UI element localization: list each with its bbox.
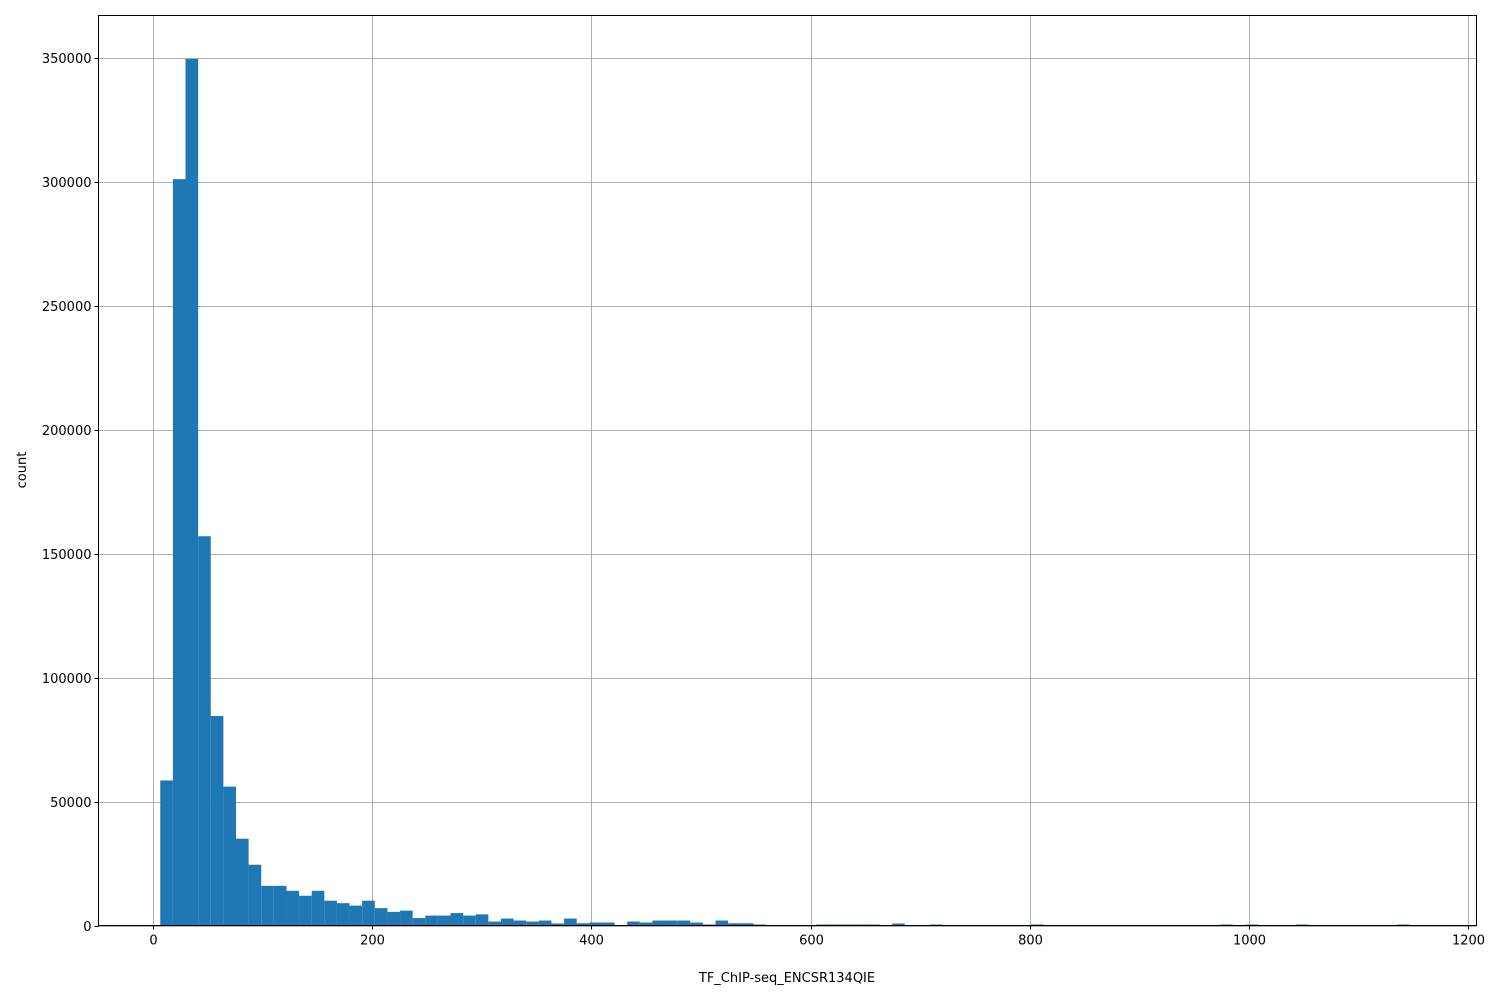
axes-frame: [98, 15, 1477, 926]
ticks: 0 200 400 600 800 1000 1200 0 50000 100000 150000 2…: [42, 52, 1485, 949]
histogram-bar: [475, 914, 489, 926]
histogram-bar: [627, 921, 640, 926]
x-tick-label: 800: [1018, 934, 1043, 949]
histogram-bar: [362, 900, 375, 926]
histogram-bar: [551, 923, 565, 926]
histogram-bar: [513, 920, 527, 926]
histogram-bar: [740, 923, 754, 926]
histogram-bar: [488, 921, 501, 926]
grid: [98, 15, 1477, 927]
x-tick-label: 1000: [1233, 934, 1266, 949]
histogram-bar: [526, 921, 539, 926]
histogram-bar: [248, 864, 262, 926]
y-axis-label: count: [15, 452, 30, 489]
histogram-bar: [400, 910, 413, 926]
histogram-bar: [715, 920, 729, 926]
x-tick-label: 200: [360, 934, 385, 949]
x-tick-label: 1200: [1452, 934, 1485, 949]
x-tick-label: 0: [149, 934, 157, 949]
histogram-bar: [286, 890, 300, 926]
histogram-bar: [601, 922, 615, 926]
histogram-bar: [261, 885, 274, 926]
y-tick-label: 100000: [42, 672, 92, 687]
histogram-bar: [412, 918, 426, 926]
histogram-bar: [223, 786, 236, 926]
histogram-bar: [463, 915, 476, 926]
histogram-bar: [576, 923, 590, 926]
histogram-bar: [210, 715, 224, 926]
histogram-bar: [425, 915, 438, 926]
histogram-bar: [639, 922, 653, 926]
histogram-bar: [324, 900, 337, 926]
histogram-bar: [336, 903, 350, 926]
y-tick-label: 200000: [42, 424, 92, 439]
histogram-bar: [185, 58, 199, 926]
histogram-bar: [652, 920, 666, 926]
y-tick-label: 50000: [50, 796, 91, 811]
bars: [160, 58, 1410, 926]
y-tick-label: 250000: [42, 300, 92, 315]
histogram-bar: [235, 838, 249, 926]
histogram-bar: [273, 885, 287, 926]
histogram-bar: [172, 179, 186, 926]
y-tick-label: 0: [83, 920, 91, 935]
histogram-bar: [160, 780, 173, 926]
histogram-bar: [374, 908, 388, 926]
histogram-bar: [311, 890, 325, 926]
y-tick-label: 150000: [42, 548, 92, 563]
histogram-bar: [437, 915, 451, 926]
x-tick-label: 600: [799, 934, 824, 949]
histogram-bar: [349, 905, 363, 926]
histogram-bar: [538, 920, 552, 926]
histogram-bar: [500, 918, 514, 926]
histogram-bar: [299, 895, 312, 926]
x-tick-label: 400: [579, 934, 604, 949]
histogram-bar: [892, 923, 905, 926]
histogram-bar: [589, 922, 602, 926]
histogram-bar: [450, 913, 464, 926]
histogram-bar: [665, 920, 678, 926]
x-axis-label: TF_ChIP-seq_ENCSR134QIE: [698, 971, 875, 986]
y-tick-label: 350000: [42, 52, 92, 67]
histogram-bar: [690, 922, 703, 926]
histogram-bar: [564, 918, 577, 926]
histogram-bar: [387, 911, 401, 926]
histogram-bar: [728, 923, 741, 926]
histogram-bar: [677, 920, 691, 926]
histogram-bar: [198, 536, 211, 926]
y-tick-label: 300000: [42, 176, 92, 191]
